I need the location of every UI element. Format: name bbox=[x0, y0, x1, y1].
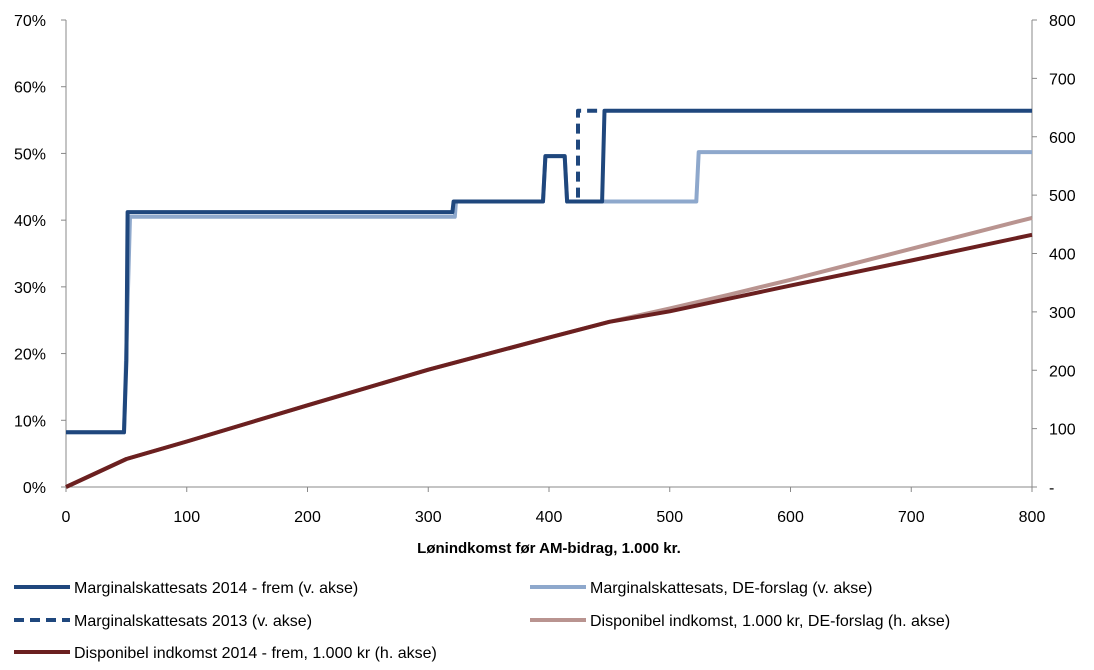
x-tick-label: 600 bbox=[777, 509, 804, 526]
legend-label: Marginalskattesats, DE-forslag (v. akse) bbox=[590, 580, 872, 597]
series-group bbox=[65, 108, 1033, 489]
y-right-tick-label: 200 bbox=[1049, 363, 1076, 380]
y-right-tick-label: 600 bbox=[1049, 130, 1076, 147]
legend-label: Disponibel indkomst, 1.000 kr, DE-forsla… bbox=[590, 613, 950, 630]
y-right-tick-label: 800 bbox=[1049, 13, 1076, 30]
x-tick-label: 300 bbox=[415, 509, 442, 526]
x-tick-label: 700 bbox=[898, 509, 925, 526]
x-tick-label: 400 bbox=[536, 509, 563, 526]
series-line-0 bbox=[66, 108, 1032, 435]
x-tick-label: 800 bbox=[1019, 509, 1046, 526]
series-line-1 bbox=[66, 150, 1032, 435]
y-left-tick-label: 20% bbox=[14, 347, 46, 364]
y-left-tick-label: 50% bbox=[14, 146, 46, 163]
series-line-2 bbox=[565, 108, 603, 204]
x-tick-label: 200 bbox=[294, 509, 321, 526]
legend-label: Disponibel indkomst 2014 - frem, 1.000 k… bbox=[74, 645, 437, 662]
series-line-4 bbox=[65, 232, 1033, 489]
y-left-tick-label: 60% bbox=[14, 80, 46, 97]
legend-label: Marginalskattesats 2013 (v. akse) bbox=[74, 613, 312, 630]
y-right-tick-label: 100 bbox=[1049, 422, 1076, 439]
y-right-tick-label: 300 bbox=[1049, 305, 1076, 322]
x-tick-label: 100 bbox=[173, 509, 200, 526]
y-right-tick-label: 400 bbox=[1049, 247, 1076, 264]
x-tick-label: 0 bbox=[62, 509, 71, 526]
y-right-tick-label: 700 bbox=[1049, 71, 1076, 88]
y-left-tick-label: 30% bbox=[14, 280, 46, 297]
y-right-tick-label: - bbox=[1049, 480, 1054, 497]
y-left-tick-label: 0% bbox=[23, 480, 46, 497]
y-left-tick-label: 40% bbox=[14, 213, 46, 230]
legend: Marginalskattesats 2014 - frem (v. akse)… bbox=[14, 580, 950, 662]
legend-label: Marginalskattesats 2014 - frem (v. akse) bbox=[74, 580, 358, 597]
series-line-3 bbox=[65, 215, 1033, 489]
y-left-tick-label: 10% bbox=[14, 413, 46, 430]
ticks: 0 100 200 300 400 500 600 700 800 0% 10% 20% 30% 40% 5… bbox=[14, 13, 1076, 526]
y-left-tick-label: 70% bbox=[14, 13, 46, 30]
x-axis-label: Lønindkomst før AM-bidrag, 1.000 kr. bbox=[417, 540, 681, 557]
x-tick-label: 500 bbox=[656, 509, 683, 526]
y-right-tick-label: 500 bbox=[1049, 188, 1076, 205]
